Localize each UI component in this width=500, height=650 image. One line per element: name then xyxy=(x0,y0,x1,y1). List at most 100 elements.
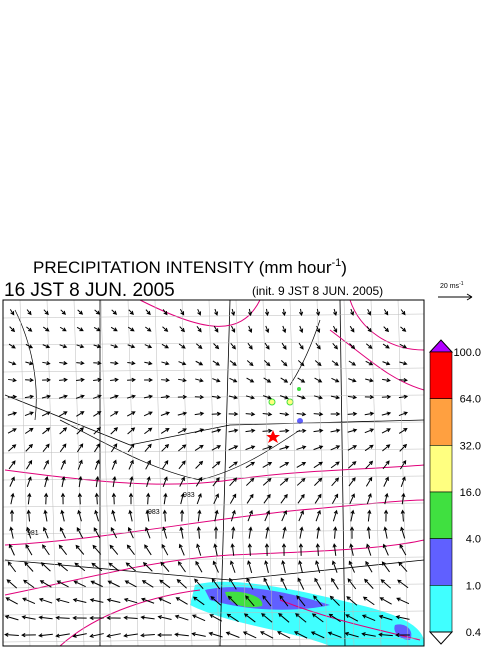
wind-arrow xyxy=(331,493,339,504)
wind-arrow xyxy=(264,560,269,574)
wind-arrow xyxy=(178,444,187,452)
wind-arrow xyxy=(247,509,253,522)
lat-lon-grid xyxy=(2,340,425,346)
wind-arrow xyxy=(24,561,34,572)
wind-arrow xyxy=(89,598,104,603)
wind-arrow xyxy=(366,326,372,333)
colorbar-segment xyxy=(429,398,453,446)
colorbar-segment xyxy=(429,445,453,493)
wind-arrow xyxy=(245,395,255,400)
wind-arrow xyxy=(383,309,389,316)
wind-arrow xyxy=(331,360,339,366)
lat-lon-grid xyxy=(19,299,31,647)
wind-arrow xyxy=(25,361,34,366)
wind-arrow xyxy=(211,428,222,433)
wind-arrow xyxy=(191,614,206,622)
wind-arrow xyxy=(361,632,376,637)
lat-lon-grid xyxy=(2,367,425,373)
wind-arrow xyxy=(73,580,86,588)
wind-arrow xyxy=(194,578,204,590)
wind-arrow xyxy=(214,308,219,316)
wind-arrow xyxy=(330,461,340,469)
wind-arrow xyxy=(179,476,185,487)
wind-arrow xyxy=(397,579,409,589)
wind-arrow xyxy=(124,580,137,588)
wind-arrow xyxy=(126,544,135,556)
wind-arrow xyxy=(42,427,51,435)
wind-arrow xyxy=(22,597,36,605)
wind-arrow xyxy=(313,461,324,469)
wind-arrow xyxy=(144,344,153,349)
wind-arrow xyxy=(21,632,36,638)
wind-arrow xyxy=(262,428,273,433)
wind-arrow xyxy=(144,377,153,383)
lat-lon-grid xyxy=(2,583,425,589)
wind-arrow xyxy=(331,477,340,487)
wind-arrow xyxy=(106,615,121,621)
wind-arrow xyxy=(296,412,307,417)
wind-arrow xyxy=(264,342,270,350)
wind-arrow xyxy=(212,560,219,573)
wind-arrow xyxy=(192,596,205,606)
colorbar-top xyxy=(428,339,454,353)
wind-arrow xyxy=(94,443,101,453)
wind-arrow xyxy=(211,445,222,451)
boundary-lines xyxy=(4,299,425,647)
wind-arrow xyxy=(347,395,358,400)
wind-arrow xyxy=(146,476,151,488)
wind-arrow xyxy=(364,444,374,452)
colorbar-label: 64.0 xyxy=(460,394,481,406)
wind-arrow xyxy=(160,411,171,416)
wind-arrow xyxy=(59,361,68,366)
wind-arrow xyxy=(281,342,287,350)
wind-arrow xyxy=(315,308,321,317)
wind-arrow xyxy=(297,377,306,383)
wind-arrow xyxy=(296,445,307,450)
lat-lon-grid xyxy=(154,299,166,647)
wind-arrow xyxy=(178,543,185,556)
wind-arrow xyxy=(107,580,120,588)
wind-arrow xyxy=(126,394,136,399)
wind-arrow xyxy=(296,477,306,486)
wind-arrow xyxy=(382,543,389,556)
lat-lon-grid xyxy=(262,299,274,647)
wind-arrow xyxy=(228,461,238,469)
wind-arrow xyxy=(214,509,219,522)
wind-arrow xyxy=(331,377,340,383)
wind-arrow xyxy=(111,492,116,505)
lat-lon-grid xyxy=(2,475,425,481)
wind-arrow xyxy=(77,309,84,315)
wind-arrow xyxy=(330,445,341,451)
title-main: PRECIPITATION INTENSITY (mm hour xyxy=(33,258,332,277)
wind-arrow xyxy=(229,377,238,383)
wind-arrow xyxy=(330,411,341,417)
wind-arrow xyxy=(310,631,325,639)
wind-arrow xyxy=(195,360,204,366)
wind-arrow xyxy=(399,377,408,383)
wind-arrow xyxy=(348,477,356,487)
lat-lon-grid xyxy=(46,299,58,647)
wind-arrow xyxy=(163,492,168,505)
wind-arrow xyxy=(8,444,17,452)
wind-arrow xyxy=(262,395,272,400)
wind-arrow xyxy=(40,562,51,572)
wind-arrow xyxy=(127,377,136,383)
wind-arrow xyxy=(282,325,287,334)
colorbar-label: 16.0 xyxy=(460,487,481,499)
wind-arrow xyxy=(281,543,287,556)
wind-arrow xyxy=(178,361,187,366)
wind-arrow xyxy=(365,560,373,573)
wind-arrow xyxy=(330,428,341,433)
wind-arrow xyxy=(160,561,170,572)
wind-arrow xyxy=(248,325,253,334)
wind-arrow xyxy=(111,509,116,522)
wind-arrow xyxy=(43,459,49,470)
wind-arrow xyxy=(197,308,202,316)
wind-arrow xyxy=(42,377,51,383)
wind-arrow xyxy=(382,343,390,349)
colorbar-segment xyxy=(429,491,453,539)
wind-arrow xyxy=(229,577,237,590)
wind-arrow xyxy=(364,428,375,434)
wind-arrow xyxy=(24,427,34,434)
wind-arrow xyxy=(400,526,406,539)
